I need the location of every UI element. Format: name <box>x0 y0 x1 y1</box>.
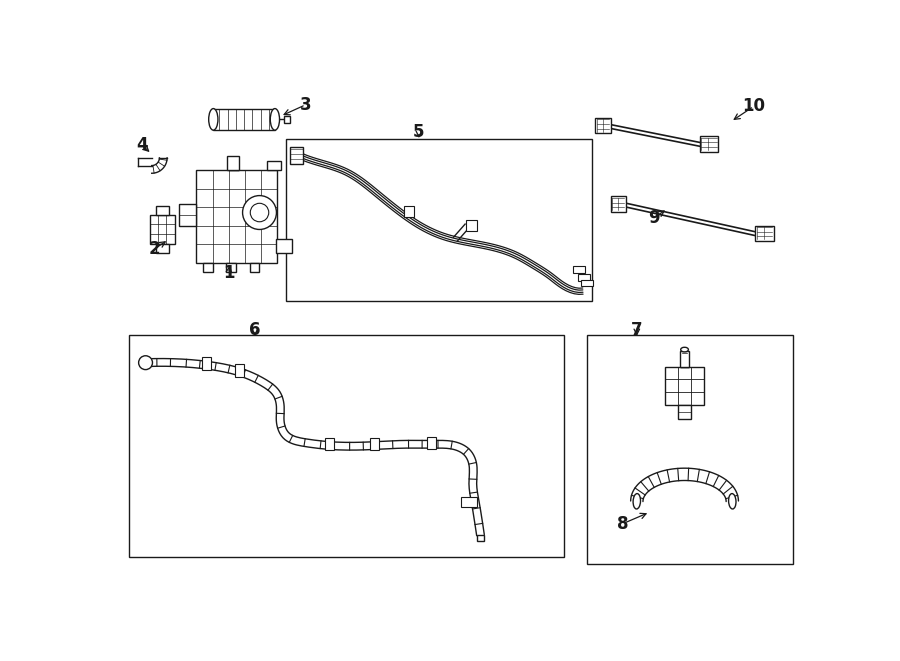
Bar <box>461 498 477 507</box>
Circle shape <box>139 356 152 369</box>
Bar <box>267 161 281 170</box>
Bar <box>213 108 274 130</box>
Bar <box>466 220 477 231</box>
Bar <box>129 335 563 557</box>
Bar <box>325 438 334 450</box>
Text: 3: 3 <box>300 96 311 114</box>
Bar <box>587 335 793 564</box>
Text: 4: 4 <box>136 136 148 154</box>
Bar <box>680 351 689 367</box>
Bar <box>203 262 212 272</box>
Ellipse shape <box>270 108 280 130</box>
Text: 5: 5 <box>413 123 425 141</box>
Text: 8: 8 <box>617 515 629 533</box>
Bar <box>580 280 593 286</box>
Bar <box>284 116 291 123</box>
Bar <box>227 262 236 272</box>
Bar <box>403 206 414 217</box>
Ellipse shape <box>680 347 688 352</box>
Bar <box>157 206 168 215</box>
Bar <box>370 438 379 450</box>
Bar <box>285 139 592 301</box>
Bar <box>276 239 292 253</box>
Bar <box>291 147 302 164</box>
Ellipse shape <box>729 494 736 509</box>
Ellipse shape <box>633 494 641 509</box>
Circle shape <box>243 196 276 229</box>
Text: 1: 1 <box>223 264 235 282</box>
Bar <box>573 266 585 274</box>
Bar <box>157 244 168 253</box>
Text: 10: 10 <box>742 97 765 115</box>
Bar <box>179 204 196 225</box>
Bar <box>227 156 239 170</box>
Bar <box>427 437 436 449</box>
Bar <box>665 367 704 405</box>
Bar <box>755 225 774 241</box>
Bar <box>196 170 277 262</box>
Bar <box>578 274 590 281</box>
Bar <box>202 358 211 369</box>
Text: 7: 7 <box>631 321 643 338</box>
Bar <box>679 405 690 419</box>
Text: 2: 2 <box>149 240 160 258</box>
Bar <box>700 136 718 152</box>
Bar <box>595 118 610 134</box>
Bar <box>235 364 245 377</box>
Text: 6: 6 <box>249 321 261 338</box>
Text: 9: 9 <box>648 209 660 227</box>
Bar <box>477 535 484 541</box>
Ellipse shape <box>209 108 218 130</box>
Bar <box>249 262 258 272</box>
Bar <box>610 196 626 212</box>
Bar <box>150 215 175 244</box>
